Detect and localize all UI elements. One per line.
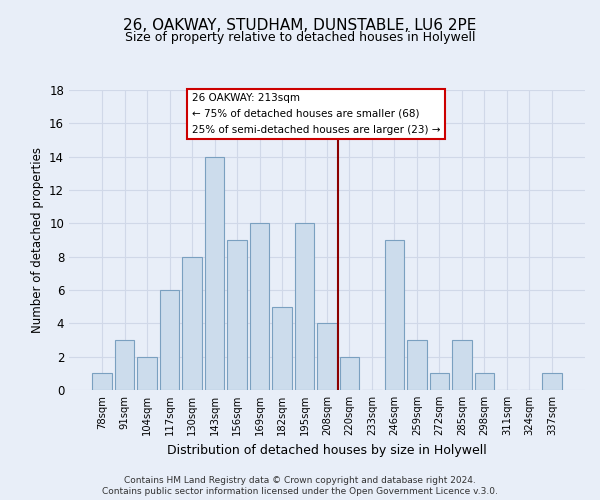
Text: Contains public sector information licensed under the Open Government Licence v.: Contains public sector information licen… bbox=[102, 488, 498, 496]
Bar bbox=[385, 240, 404, 390]
Bar bbox=[205, 156, 224, 390]
Text: 26 OAKWAY: 213sqm
← 75% of detached houses are smaller (68)
25% of semi-detached: 26 OAKWAY: 213sqm ← 75% of detached hous… bbox=[192, 94, 440, 134]
Bar bbox=[452, 340, 472, 390]
Bar bbox=[137, 356, 157, 390]
Text: Size of property relative to detached houses in Holywell: Size of property relative to detached ho… bbox=[125, 32, 475, 44]
X-axis label: Distribution of detached houses by size in Holywell: Distribution of detached houses by size … bbox=[167, 444, 487, 456]
Bar bbox=[227, 240, 247, 390]
Bar bbox=[272, 306, 292, 390]
Bar bbox=[340, 356, 359, 390]
Bar bbox=[475, 374, 494, 390]
Bar bbox=[295, 224, 314, 390]
Bar bbox=[250, 224, 269, 390]
Bar bbox=[115, 340, 134, 390]
Bar bbox=[317, 324, 337, 390]
Text: Contains HM Land Registry data © Crown copyright and database right 2024.: Contains HM Land Registry data © Crown c… bbox=[124, 476, 476, 485]
Bar bbox=[182, 256, 202, 390]
Bar bbox=[430, 374, 449, 390]
Bar bbox=[92, 374, 112, 390]
Bar bbox=[407, 340, 427, 390]
Y-axis label: Number of detached properties: Number of detached properties bbox=[31, 147, 44, 333]
Bar bbox=[160, 290, 179, 390]
Text: 26, OAKWAY, STUDHAM, DUNSTABLE, LU6 2PE: 26, OAKWAY, STUDHAM, DUNSTABLE, LU6 2PE bbox=[124, 18, 476, 32]
Bar bbox=[542, 374, 562, 390]
